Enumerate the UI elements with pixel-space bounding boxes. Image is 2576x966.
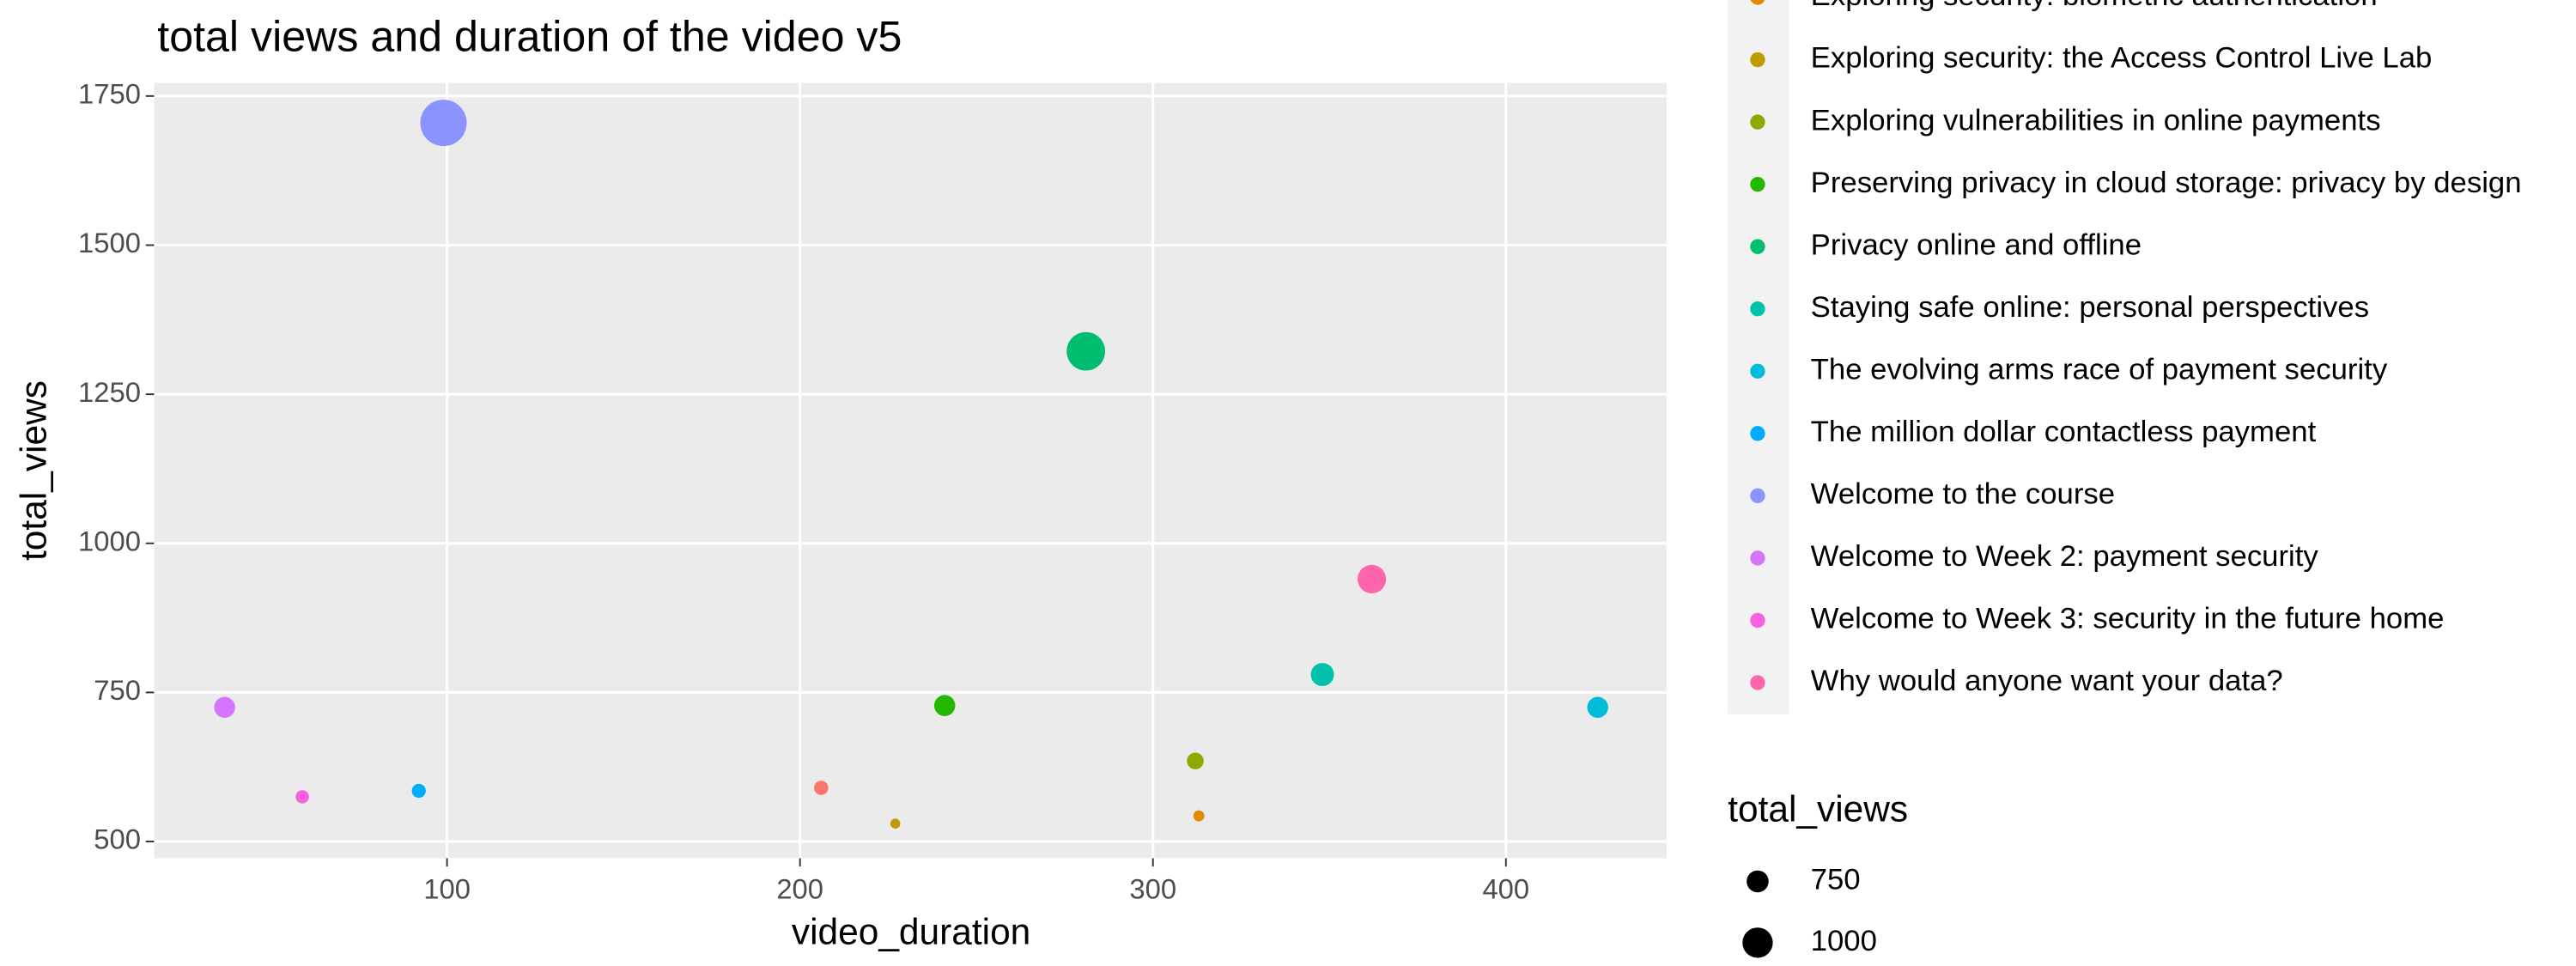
size-legend-label: 750	[1811, 864, 1861, 896]
point	[1066, 331, 1106, 371]
legend-key	[1750, 0, 1765, 5]
plot-panel	[154, 82, 1667, 859]
legend-key	[1750, 114, 1765, 130]
point	[933, 695, 956, 716]
legend-label: Exploring security: biometric authentica…	[1811, 0, 2378, 12]
legend-label: Welcome to Week 2: payment security	[1811, 540, 2319, 573]
legend-label: Why would anyone want your data?	[1811, 665, 2283, 697]
legend-label: Exploring vulnerabilities in online paym…	[1811, 104, 2381, 137]
legend-key	[1750, 488, 1765, 504]
point	[295, 790, 309, 804]
legend-key	[1750, 52, 1765, 68]
y-tick-label: 750	[94, 674, 141, 706]
legend-key	[1750, 363, 1765, 379]
legend-key	[1750, 301, 1765, 317]
legend-key	[1750, 239, 1765, 254]
legend-label: Welcome to Week 3: security in the futur…	[1811, 603, 2445, 635]
y-tick-label: 1000	[78, 525, 141, 556]
legend-key	[1750, 426, 1765, 441]
point	[420, 100, 467, 147]
legend-label: Exploring security: the Access Control L…	[1811, 42, 2433, 75]
point	[1357, 564, 1387, 594]
x-axis-label: video_duration	[792, 911, 1030, 951]
point	[411, 783, 426, 799]
y-tick-label: 500	[94, 823, 141, 855]
y-tick-label: 1250	[78, 376, 141, 408]
legend-label: Privacy online and offline	[1811, 228, 2142, 261]
legend-label: Staying safe online: personal perspectiv…	[1811, 291, 2369, 324]
legend-key	[1750, 176, 1765, 192]
legend-label: The evolving arms race of payment securi…	[1811, 353, 2388, 386]
y-axis-label: total_views	[14, 380, 54, 561]
size-legend-key	[1747, 870, 1769, 893]
legend-key-background	[1728, 0, 1789, 714]
legend-label: Preserving privacy in cloud storage: pri…	[1811, 167, 2522, 199]
legend-key	[1750, 550, 1765, 566]
point	[1187, 752, 1204, 770]
point	[814, 781, 829, 795]
point	[1587, 696, 1608, 718]
size-legend-key	[1742, 927, 1773, 958]
point	[214, 696, 235, 718]
x-tick-label: 400	[1482, 873, 1529, 905]
x-tick-label: 300	[1129, 873, 1176, 905]
legend-label: Welcome to the course	[1811, 478, 2115, 511]
point	[890, 818, 901, 829]
size-legend-title: total_views	[1728, 789, 1908, 829]
chart-title: total views and duration of the video v5	[157, 13, 902, 61]
point	[1193, 810, 1205, 822]
y-tick-label: 1750	[78, 78, 141, 110]
legend-label: The million dollar contactless payment	[1811, 416, 2317, 448]
x-tick-label: 200	[776, 873, 823, 905]
size-legend-label: 1000	[1811, 925, 1877, 957]
point	[1310, 663, 1334, 687]
legend-key	[1750, 675, 1765, 690]
x-tick-label: 100	[423, 873, 471, 905]
legend-key	[1750, 612, 1765, 629]
y-tick-label: 1500	[78, 227, 141, 258]
